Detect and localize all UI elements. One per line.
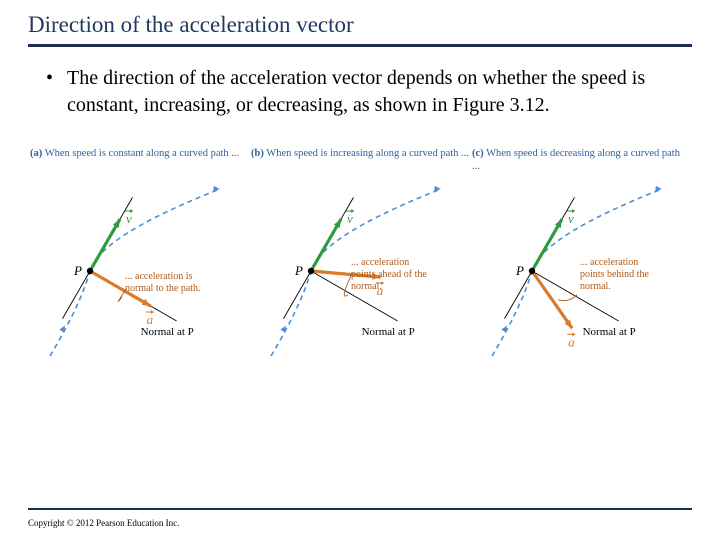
svg-text:points behind the: points behind the bbox=[580, 269, 649, 280]
copyright: Copyright © 2012 Pearson Education Inc. bbox=[28, 518, 179, 528]
svg-text:Normal at P: Normal at P bbox=[141, 326, 194, 338]
slide-title: Direction of the acceleration vector bbox=[28, 12, 692, 44]
svg-text:points ahead of the: points ahead of the bbox=[351, 269, 427, 280]
panel-b-caption: (b) When speed is increasing along a cur… bbox=[251, 147, 469, 175]
panel-a: (a) When speed is constant along a curve… bbox=[30, 147, 248, 386]
svg-text:v: v bbox=[347, 211, 353, 226]
svg-text:P: P bbox=[294, 263, 303, 278]
title-rule bbox=[28, 44, 692, 47]
svg-text:Normal at P: Normal at P bbox=[583, 326, 636, 338]
svg-text:v: v bbox=[568, 211, 574, 226]
svg-text:normal.: normal. bbox=[580, 281, 611, 292]
svg-text:... acceleration is: ... acceleration is bbox=[125, 271, 193, 282]
bullet-text: The direction of the acceleration vector… bbox=[67, 65, 682, 119]
svg-text:a: a bbox=[568, 334, 575, 349]
svg-text:a: a bbox=[147, 312, 154, 327]
panel-c-caption: (c) When speed is decreasing along a cur… bbox=[472, 147, 690, 175]
bullet-item: • The direction of the acceleration vect… bbox=[28, 65, 692, 119]
footer-rule bbox=[28, 508, 692, 510]
panel-c-diagram: v a P ... accelerationpoints behind thenorm… bbox=[472, 181, 690, 381]
panel-a-caption: (a) When speed is constant along a curve… bbox=[30, 147, 248, 175]
svg-text:P: P bbox=[73, 263, 82, 278]
svg-text:P: P bbox=[515, 263, 524, 278]
panel-c: (c) When speed is decreasing along a cur… bbox=[472, 147, 690, 386]
svg-text:normal to the path.: normal to the path. bbox=[125, 283, 201, 294]
panel-b: (b) When speed is increasing along a cur… bbox=[251, 147, 469, 386]
panel-b-diagram: vaP... accelerationpoints ahead of theno… bbox=[251, 181, 469, 381]
svg-text:... acceleration: ... acceleration bbox=[351, 257, 409, 268]
svg-text:v: v bbox=[126, 211, 132, 226]
svg-text:... acceleration: ... acceleration bbox=[580, 257, 638, 268]
bullet-mark: • bbox=[46, 65, 53, 119]
panel-a-diagram: v a P ... acceleration isnormal to the path… bbox=[30, 181, 248, 381]
svg-text:normal.: normal. bbox=[351, 281, 382, 292]
svg-text:Normal at P: Normal at P bbox=[362, 326, 415, 338]
figure-row: (a) When speed is constant along a curve… bbox=[28, 147, 692, 386]
